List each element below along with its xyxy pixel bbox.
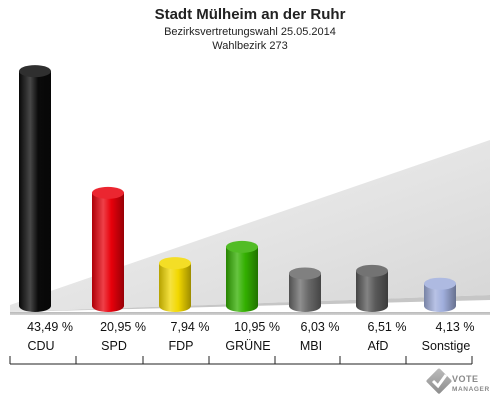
category-label: AfD [368, 339, 389, 353]
chart-baseline [10, 312, 490, 315]
bar-spd [92, 186, 124, 312]
bar-top [226, 240, 258, 253]
value-label: 43,49 % [27, 320, 73, 334]
bar-body [289, 273, 321, 312]
bar-cdu [19, 65, 51, 313]
category-label: CDU [27, 339, 54, 353]
category-label: SPD [101, 339, 127, 353]
logo-badge-icon [426, 368, 452, 394]
logo-check-icon [431, 374, 448, 389]
bar-grüne [226, 240, 258, 312]
bar-top [289, 267, 321, 280]
bar-body [356, 270, 388, 312]
bar-sonstige [424, 277, 456, 312]
bar-mbi [289, 267, 321, 312]
value-label: 4,13 % [436, 320, 475, 334]
bar-body [92, 192, 124, 312]
bar-body [424, 283, 456, 312]
value-label: 7,94 % [171, 320, 210, 334]
bar-fdp [159, 257, 191, 312]
value-label: 6,51 % [368, 320, 407, 334]
bar-top [424, 277, 456, 290]
category-ticks [9, 356, 473, 364]
category-label: MBI [300, 339, 322, 353]
bar-body [226, 246, 258, 312]
bar-body [159, 263, 191, 312]
labels-group: 43,49 % CDU 20,95 % SPD 7,94 % FDP 10,95 % GRÜN… [27, 320, 474, 353]
bar-afd [356, 264, 388, 312]
logo-text-vote: VOTE [452, 374, 479, 384]
vote-manager-logo: VOTE MANAGER [426, 368, 490, 394]
bar-top [356, 264, 388, 277]
category-label: FDP [169, 339, 194, 353]
chart-title: Stadt Mülheim an der Ruhr [155, 6, 346, 23]
category-label: Sonstige [422, 339, 471, 353]
bar-top [159, 257, 191, 270]
bar-top [19, 65, 51, 78]
value-label: 10,95 % [234, 320, 280, 334]
chart-subtitle: Bezirksvertretungswahl 25.05.2014 [164, 26, 336, 38]
bar-top [92, 186, 124, 199]
bars-group [19, 65, 456, 313]
value-label: 6,03 % [301, 320, 340, 334]
value-label: 20,95 % [100, 320, 146, 334]
bar-body [19, 71, 51, 313]
chart-subtitle-2: Wahlbezirk 273 [212, 40, 287, 52]
logo-text-manager: MANAGER [452, 386, 490, 393]
category-label: GRÜNE [225, 339, 270, 353]
